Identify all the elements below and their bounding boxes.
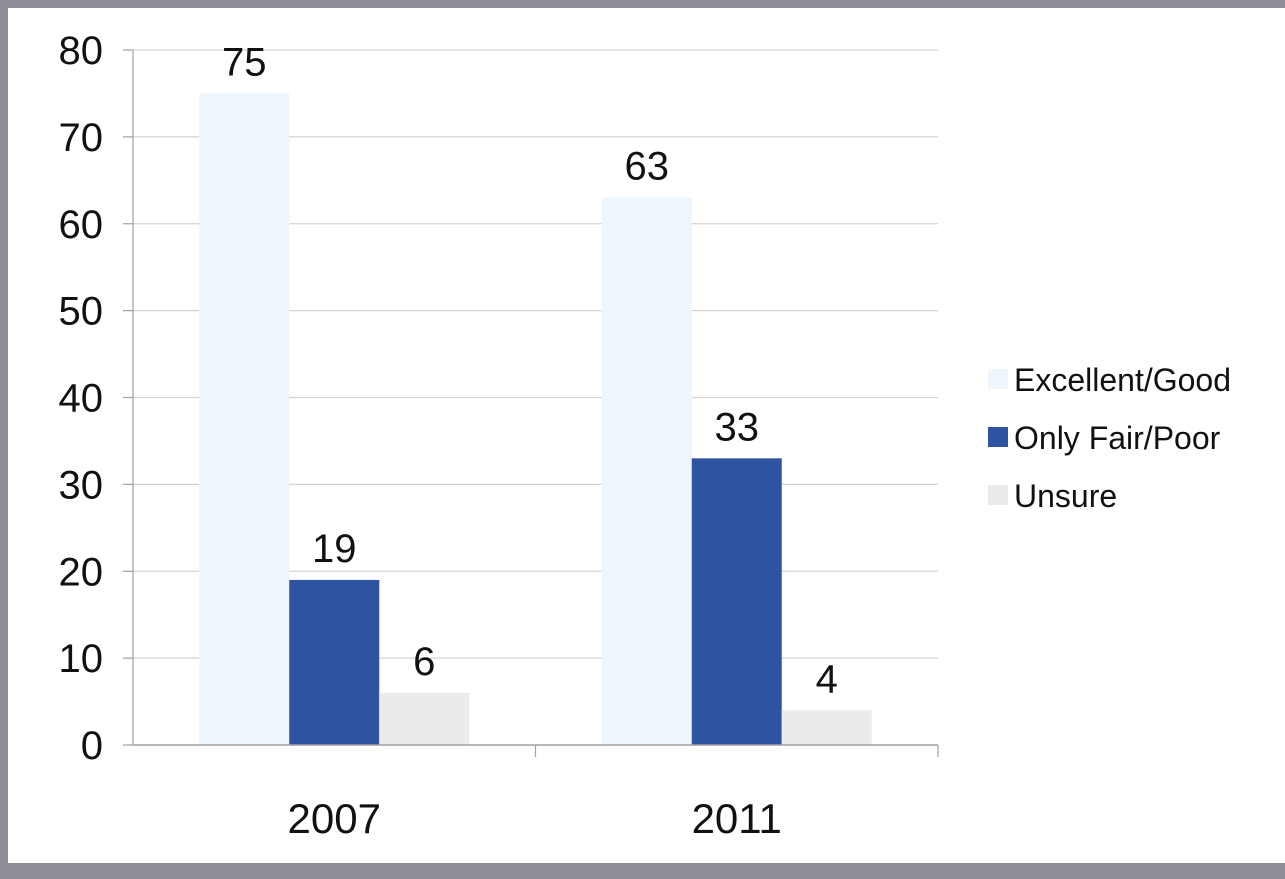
data-label: 19 — [312, 527, 357, 571]
data-labels: 75 19 6 63 33 4 — [222, 40, 838, 701]
bar-chart: 0 10 20 30 40 50 60 70 80 2007 2011 75 19 6 63 33 4 Exc… — [59, 29, 1232, 842]
data-label: 4 — [816, 657, 838, 701]
legend-label: Excellent/Good — [1014, 362, 1231, 398]
bars — [199, 93, 872, 745]
bar-only-fair-poor-2011 — [691, 458, 782, 745]
bar-only-fair-poor-2007 — [289, 579, 380, 745]
x-tick-label: 2011 — [692, 795, 782, 842]
y-tick-label: 60 — [59, 203, 104, 247]
legend-label: Unsure — [1014, 478, 1117, 514]
y-tick-label: 20 — [59, 550, 104, 594]
y-tick-label: 80 — [59, 29, 104, 73]
data-label: 33 — [715, 405, 760, 449]
bar-unsure-2007 — [379, 692, 470, 745]
legend-swatch — [988, 369, 1008, 389]
x-tick-label: 2007 — [288, 795, 381, 842]
y-tick-label: 30 — [59, 463, 104, 507]
legend-swatch — [988, 485, 1008, 505]
y-tick-label: 0 — [81, 724, 103, 768]
data-label: 75 — [222, 40, 267, 84]
bar-excellent-good-2011 — [601, 197, 692, 745]
axes: 0 10 20 30 40 50 60 70 80 2007 2011 — [59, 29, 939, 842]
data-label: 6 — [413, 640, 435, 684]
legend-label: Only Fair/Poor — [1014, 420, 1221, 456]
y-tick-label: 10 — [59, 637, 104, 681]
chart-slide: 0 10 20 30 40 50 60 70 80 2007 2011 75 19 6 63 33 4 Exc… — [8, 8, 1285, 863]
bar-unsure-2011 — [781, 710, 872, 745]
data-label: 63 — [625, 145, 670, 189]
y-tick-label: 40 — [59, 377, 104, 421]
y-tick-label: 70 — [59, 116, 104, 160]
y-tick-label: 50 — [59, 290, 104, 334]
bar-excellent-good-2007 — [199, 93, 290, 745]
legend-swatch — [988, 427, 1008, 447]
legend: Excellent/Good Only Fair/Poor Unsure — [988, 362, 1231, 514]
